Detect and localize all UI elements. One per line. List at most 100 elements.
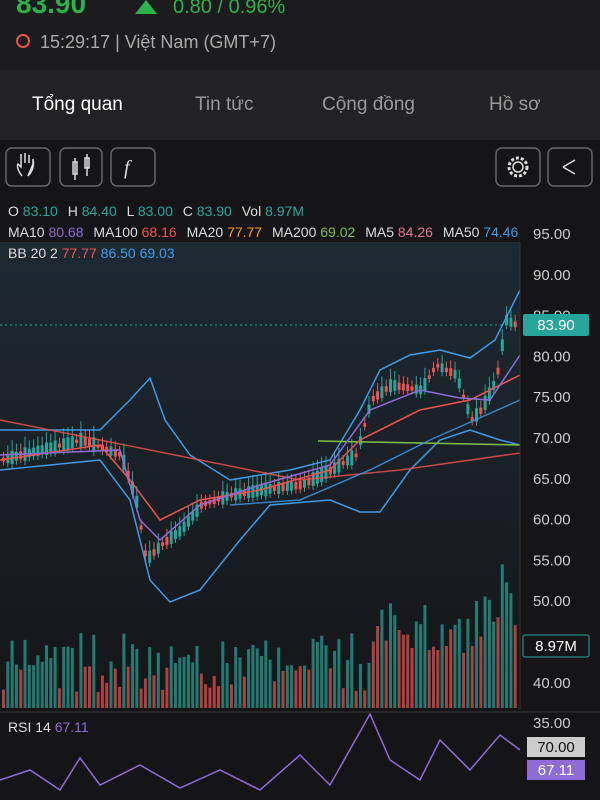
change: 0.80 / 0.96% (135, 0, 285, 19)
volume-bar (470, 645, 474, 708)
candle (14, 451, 18, 461)
candle (294, 481, 298, 490)
candle (475, 408, 478, 422)
volume-bars (2, 564, 517, 708)
volume-bar (148, 647, 152, 708)
legend-text: 68.16 (141, 224, 177, 240)
candle (105, 446, 109, 452)
candle (195, 504, 199, 517)
candle (393, 380, 397, 391)
volume-bar (174, 663, 177, 708)
volume-bar (49, 658, 53, 708)
candle (315, 470, 319, 484)
ma200-line (317, 440, 521, 446)
volume-bar (57, 688, 61, 708)
volume-bar (212, 675, 216, 708)
volume-bar (88, 666, 91, 708)
volume-bar (14, 664, 18, 708)
volume-bar (199, 673, 203, 708)
fx-button[interactable] (110, 147, 156, 187)
volume-bar (191, 662, 195, 708)
volume-bar (260, 656, 263, 708)
bb-lower (0, 429, 521, 603)
legend-text: 86.50 (100, 245, 136, 261)
volume-bar (182, 656, 186, 708)
tab[interactable]: Tin tức (195, 94, 254, 115)
candle (281, 483, 285, 492)
hand-icon (16, 153, 35, 177)
candle (479, 407, 483, 414)
volume-bar (272, 681, 276, 708)
candle (131, 481, 134, 495)
share-icon (562, 159, 576, 175)
ma20-line (0, 374, 521, 521)
candle (432, 367, 435, 373)
candle (161, 542, 165, 546)
tab[interactable]: Cộng đồng (322, 94, 415, 115)
volume-bar (311, 638, 315, 708)
volume-bar (358, 663, 362, 708)
volume-bar (96, 692, 100, 708)
candle (113, 448, 117, 457)
volume-bar (475, 600, 478, 708)
volume-bar (234, 646, 238, 708)
volume-bar (208, 687, 212, 708)
candle (272, 485, 276, 492)
volume-bar (70, 647, 74, 708)
candle (290, 481, 294, 491)
volume-bar (277, 647, 281, 708)
candle (178, 526, 182, 537)
candle (457, 378, 461, 389)
price-badge-bg (523, 314, 589, 336)
volume-bar (492, 621, 496, 708)
volume-bar (105, 682, 109, 708)
candle (135, 495, 139, 508)
candle-button[interactable] (59, 147, 103, 187)
tab[interactable]: Tổng quan (32, 94, 123, 115)
legend-text: BB 20 2 (8, 245, 58, 261)
plot-bg (0, 242, 520, 710)
volume-bar (32, 665, 36, 708)
candle (186, 516, 190, 527)
bb-upper (0, 289, 521, 481)
volume-bar (315, 642, 319, 708)
volume-bar (393, 615, 397, 708)
volume-bar (479, 636, 483, 708)
volume-bar (225, 663, 229, 708)
volume-bar (487, 599, 491, 708)
candle (333, 462, 337, 474)
candle (496, 367, 500, 375)
volume-bar (324, 645, 328, 708)
legend-text: MA10 (8, 224, 45, 240)
legend-text: O (8, 203, 19, 219)
tab[interactable]: Hồ sơ (489, 94, 541, 115)
candle (152, 549, 156, 556)
candle (66, 437, 70, 450)
candle (79, 432, 83, 448)
candle (414, 384, 418, 394)
candle (358, 436, 362, 446)
candle (96, 444, 100, 448)
price-axis-label: 90.00 (533, 267, 571, 284)
candle (324, 466, 328, 480)
candle (53, 440, 57, 453)
legend-text: 69.03 (139, 245, 175, 261)
rsi-name: RSI 14 (8, 719, 51, 735)
candle (264, 482, 268, 497)
hand-button[interactable] (5, 147, 51, 187)
up-arrow (135, 0, 157, 14)
volume-bar (268, 659, 272, 708)
settings-button[interactable] (495, 147, 541, 187)
volume-bar (513, 625, 517, 708)
candle (462, 394, 466, 398)
candle (397, 382, 401, 391)
volume-bar (333, 650, 337, 708)
candle (406, 384, 410, 392)
candle (75, 439, 79, 443)
legend-text: MA200 (272, 224, 317, 240)
candle (440, 363, 444, 373)
price-axis-label: 75.00 (533, 389, 571, 406)
share-button[interactable] (547, 147, 593, 187)
legend-text: 74.46 (483, 224, 519, 240)
volume-bar (6, 661, 10, 708)
